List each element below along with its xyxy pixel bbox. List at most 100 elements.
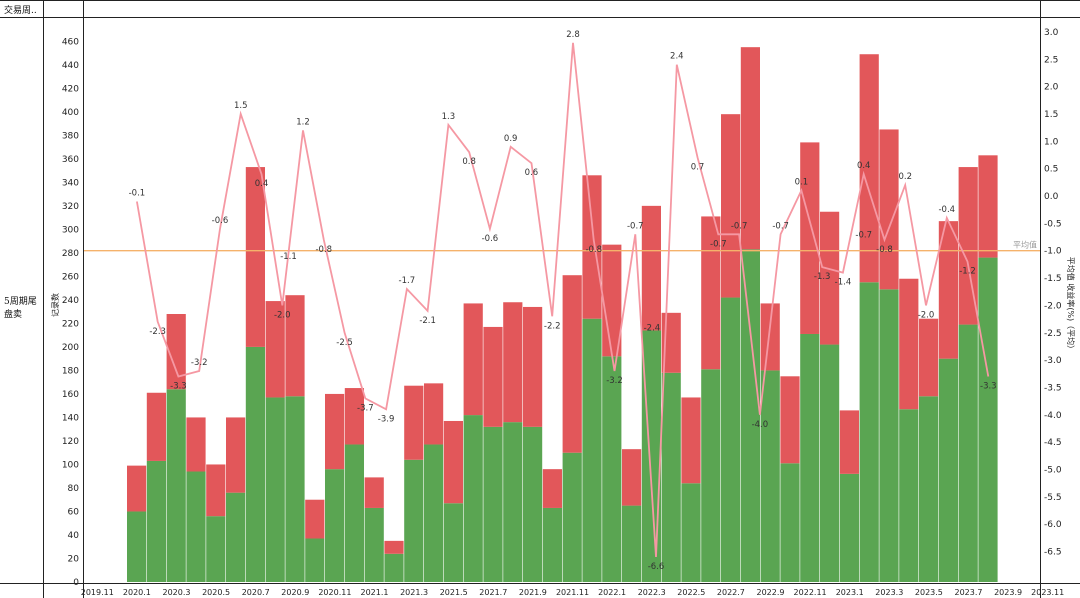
frame-col-1 <box>43 0 44 598</box>
x-tick-10: 2021.7 <box>479 588 507 597</box>
bar-red-43 <box>978 155 998 258</box>
y-right-tick-10: -2.0 <box>1044 301 1062 311</box>
corner-header-label: 交易周.. <box>4 6 37 16</box>
bar-green-25 <box>622 505 642 582</box>
y-left-tick-12: 240 <box>62 296 79 306</box>
y-right-tick-13: -3.5 <box>1044 383 1062 393</box>
y-left-tick-11: 220 <box>62 319 79 329</box>
return-label-33: -1.3 <box>814 272 831 282</box>
return-label-7: -2.0 <box>274 310 291 320</box>
return-label-36: -0.8 <box>876 245 893 255</box>
x-tick-17: 2022.9 <box>757 588 785 597</box>
bar-green-17 <box>463 415 483 582</box>
bar-green-26 <box>641 330 661 582</box>
y-right-tick-8: -1.0 <box>1044 247 1062 257</box>
y-right-axis-title: 平均值 收益率(%)（平均） <box>1066 257 1076 353</box>
return-label-0: -0.1 <box>129 188 146 198</box>
x-tick-23: 2023.9 <box>994 588 1022 597</box>
y-left-tick-19: 380 <box>62 131 79 141</box>
x-tick-14: 2022.3 <box>638 588 666 597</box>
return-label-13: -1.7 <box>399 276 416 286</box>
return-label-17: -0.6 <box>482 234 499 244</box>
bar-green-27 <box>661 372 681 582</box>
bar-green-36 <box>839 473 859 582</box>
y-left-tick-18: 360 <box>62 155 79 165</box>
y-left-tick-21: 420 <box>62 84 79 94</box>
y-left-tick-8: 160 <box>62 390 79 400</box>
bar-red-5 <box>226 417 246 493</box>
bars-group <box>127 47 998 582</box>
bar-red-14 <box>404 385 424 460</box>
bar-green-43 <box>978 257 998 582</box>
axes-group: 0 20 40 60 80 100 120 140 160 180 200 220 240 260 280 3… <box>50 28 1076 597</box>
y-left-tick-16: 320 <box>62 202 79 212</box>
bar-red-20 <box>523 306 543 427</box>
bar-green-23 <box>582 318 602 582</box>
bar-green-37 <box>859 282 879 582</box>
bar-red-36 <box>839 410 859 474</box>
bar-green-19 <box>503 422 523 582</box>
x-tick-6: 2020.11 <box>318 588 351 597</box>
return-label-9: -0.8 <box>315 245 332 255</box>
x-tick-13: 2022.1 <box>598 588 626 597</box>
bar-red-35 <box>820 211 840 345</box>
return-label-21: 2.8 <box>566 30 580 40</box>
x-tick-20: 2023.3 <box>875 588 903 597</box>
bar-red-13 <box>384 540 404 554</box>
bar-red-19 <box>503 302 523 423</box>
x-tick-18: 2022.11 <box>794 588 827 597</box>
x-tick-7: 2021.1 <box>361 588 389 597</box>
bar-green-32 <box>760 370 780 582</box>
row-label-line2: 盘卖 <box>4 310 23 320</box>
return-label-27: 0.7 <box>691 163 705 173</box>
bar-red-8 <box>285 295 305 397</box>
return-extra-label-0: -1.1 <box>280 252 297 262</box>
bar-red-34 <box>800 142 820 334</box>
y-left-tick-0: 0 <box>73 578 79 588</box>
y-right-tick-1: 2.5 <box>1044 55 1058 65</box>
x-tick-3: 2020.5 <box>202 588 230 597</box>
return-label-24: -0.7 <box>627 221 644 231</box>
y-left-tick-22: 440 <box>62 61 79 71</box>
bar-green-20 <box>523 426 543 582</box>
y-left-tick-1: 20 <box>68 554 80 564</box>
y-right-tick-6: 0.0 <box>1044 192 1059 202</box>
y-right-tick-18: -6.0 <box>1044 520 1062 530</box>
return-label-28: -0.7 <box>710 239 727 249</box>
bar-green-38 <box>879 289 899 582</box>
bar-red-38 <box>879 129 899 290</box>
y-right-tick-4: 1.0 <box>1044 137 1059 147</box>
x-tick-1: 2020.1 <box>123 588 151 597</box>
bar-red-0 <box>127 465 147 512</box>
x-tick-5: 2020.9 <box>281 588 309 597</box>
bar-red-32 <box>760 303 780 371</box>
bar-red-11 <box>344 388 364 445</box>
bar-green-11 <box>344 444 364 582</box>
y-left-tick-3: 60 <box>68 507 80 517</box>
return-label-22: -0.8 <box>585 245 602 255</box>
bar-green-28 <box>681 483 701 582</box>
bar-green-41 <box>938 358 958 582</box>
bar-red-9 <box>305 499 325 539</box>
bar-green-24 <box>602 356 622 582</box>
return-label-18: 0.9 <box>504 134 518 144</box>
bar-red-15 <box>424 383 444 445</box>
bar-green-39 <box>899 409 919 582</box>
bar-red-17 <box>463 303 483 416</box>
x-tick-12: 2021.11 <box>556 588 589 597</box>
return-label-25: -6.6 <box>648 562 665 572</box>
return-line <box>136 42 990 558</box>
bar-red-26 <box>641 205 661 331</box>
bar-red-7 <box>265 301 285 398</box>
y-left-tick-4: 80 <box>68 484 80 494</box>
x-tick-21: 2023.5 <box>915 588 943 597</box>
row-label-line1: 5周期尾 <box>4 297 37 307</box>
bar-green-42 <box>958 324 978 582</box>
average-line-label: 平均值 <box>1013 240 1037 250</box>
return-label-37: 0.2 <box>898 172 912 182</box>
bar-green-7 <box>265 397 285 582</box>
bar-red-12 <box>364 477 384 508</box>
bar-green-22 <box>562 452 582 582</box>
frame-col-2 <box>83 0 84 598</box>
y-left-tick-9: 180 <box>62 366 79 376</box>
